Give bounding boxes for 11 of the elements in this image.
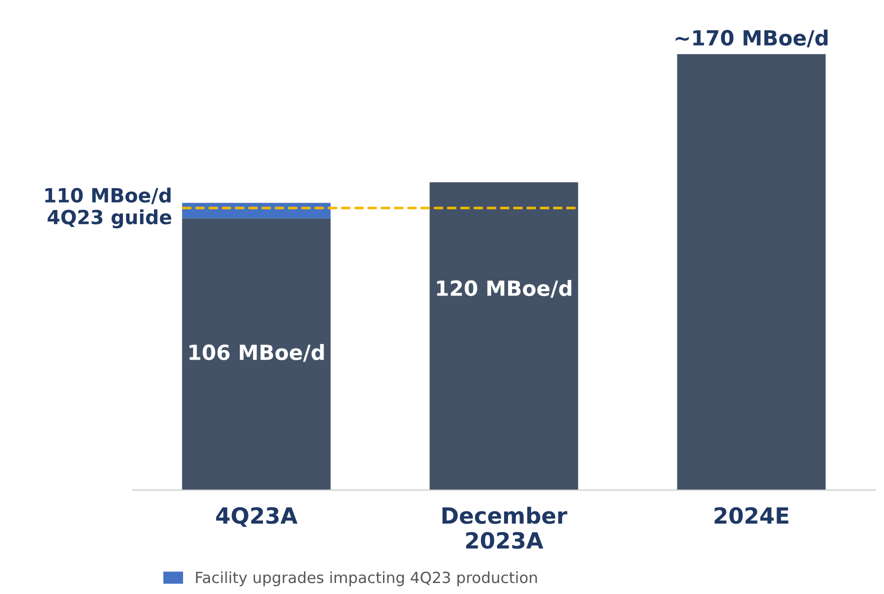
bar [430, 182, 578, 490]
bar [182, 218, 331, 490]
ref-line-label: 110 MBoe/d 4Q23 guide [45, 188, 172, 228]
legend-label: Facility upgrades impacting 4Q23 production [196, 571, 537, 586]
x-tick-label: December 2023A [442, 506, 568, 549]
bar [677, 54, 826, 490]
data-label: 120 MBoe/d [437, 280, 572, 298]
x-tick-label: 2024E [714, 507, 788, 524]
data-label: 106 MBoe/d [190, 344, 324, 362]
data-label: ~170 MBoe/d [676, 30, 828, 48]
x-tick-label: 4Q23A [216, 507, 298, 527]
